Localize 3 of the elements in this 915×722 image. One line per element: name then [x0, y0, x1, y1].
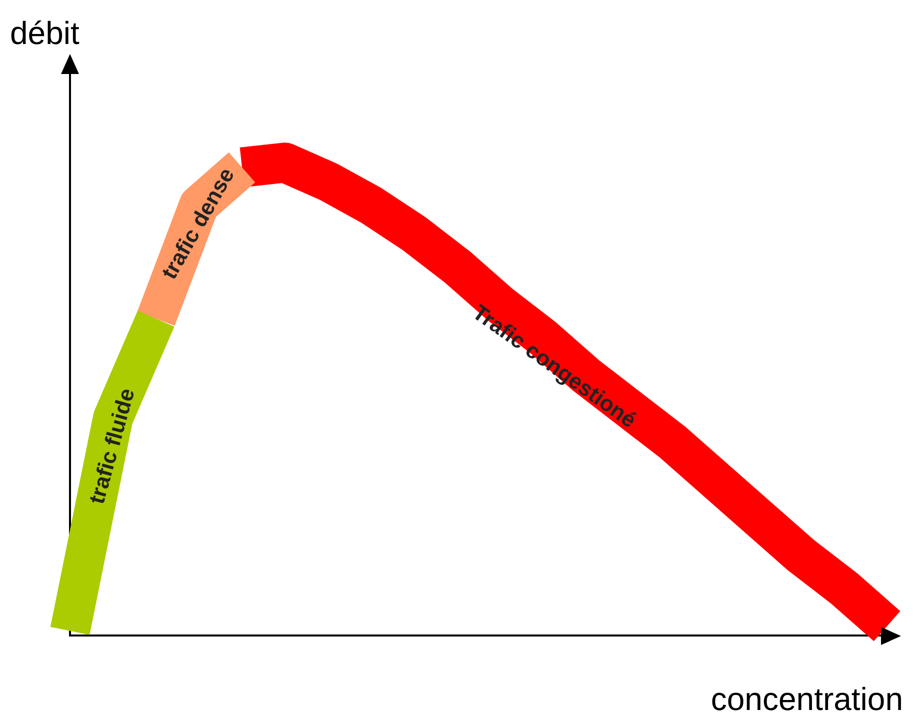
text: trafic fluide [84, 386, 140, 506]
x-axis-title: concentration [710, 681, 903, 717]
y-axis-title: débit [10, 15, 80, 51]
